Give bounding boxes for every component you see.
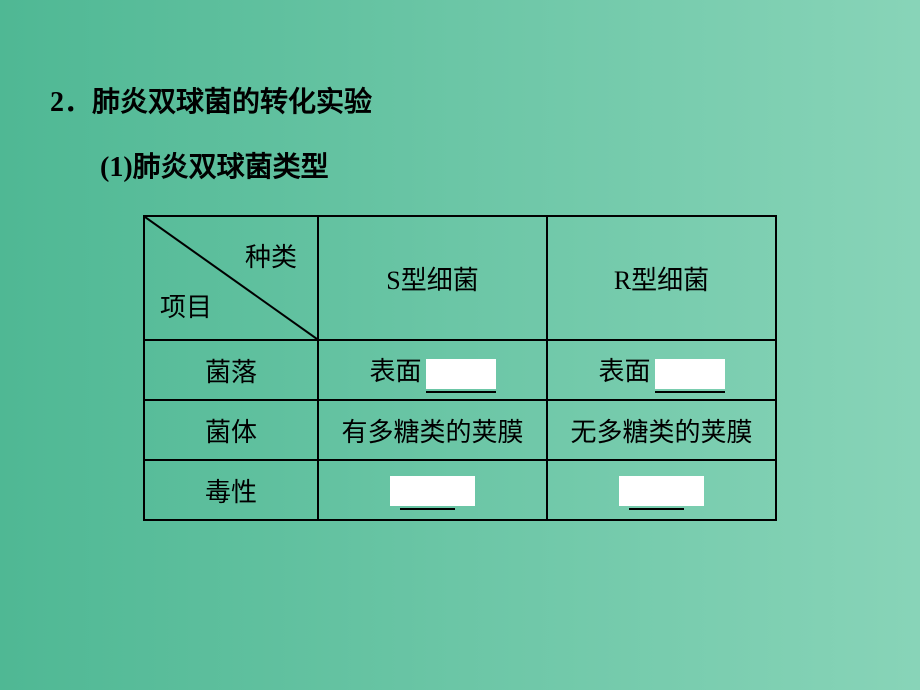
cell-colony-r: 表面 xyxy=(547,340,776,400)
col-header-r: R型细菌 xyxy=(547,216,776,340)
sub-text: 肺炎双球菌类型 xyxy=(133,152,329,183)
cell-toxic-s xyxy=(318,460,547,520)
slide-content: 2．肺炎双球菌的转化实验 (1)肺炎双球菌类型 种类 项目 S型细菌 R型细菌 … xyxy=(0,0,920,521)
table-header-row: 种类 项目 S型细菌 R型细菌 xyxy=(144,216,776,340)
row-label-colony: 菌落 xyxy=(144,340,318,400)
underline xyxy=(426,359,496,393)
table-row: 菌体 有多糖类的荚膜 无多糖类的荚膜 xyxy=(144,400,776,460)
comparison-table: 种类 项目 S型细菌 R型细菌 菌落 表面 xyxy=(143,215,777,521)
cell-body-r: 无多糖类的荚膜 xyxy=(547,400,776,460)
row-label-body: 菌体 xyxy=(144,400,318,460)
colony-r-prefix: 表面 xyxy=(598,351,650,388)
table-row: 菌落 表面 表面 xyxy=(144,340,776,400)
heading: 2．肺炎双球菌的转化实验 xyxy=(50,80,920,120)
colony-s-prefix: 表面 xyxy=(369,351,421,388)
table-wrapper: 种类 项目 S型细菌 R型细菌 菌落 表面 xyxy=(50,215,870,521)
cell-colony-s: 表面 xyxy=(318,340,547,400)
heading-number: 2． xyxy=(50,87,92,118)
col-header-s: S型细菌 xyxy=(318,216,547,340)
cell-body-s: 有多糖类的荚膜 xyxy=(318,400,547,460)
underline xyxy=(655,359,725,393)
underline xyxy=(400,476,455,510)
sub-number: (1) xyxy=(100,152,133,183)
row-label-toxic: 毒性 xyxy=(144,460,318,520)
corner-cell: 种类 项目 xyxy=(144,216,318,340)
table-row: 毒性 xyxy=(144,460,776,520)
heading-text: 肺炎双球菌的转化实验 xyxy=(92,87,372,118)
corner-bottom-label: 项目 xyxy=(160,287,212,324)
subheading: (1)肺炎双球菌类型 xyxy=(50,145,920,185)
corner-top-label: 种类 xyxy=(245,237,297,274)
cell-toxic-r xyxy=(547,460,776,520)
underline xyxy=(629,476,684,510)
